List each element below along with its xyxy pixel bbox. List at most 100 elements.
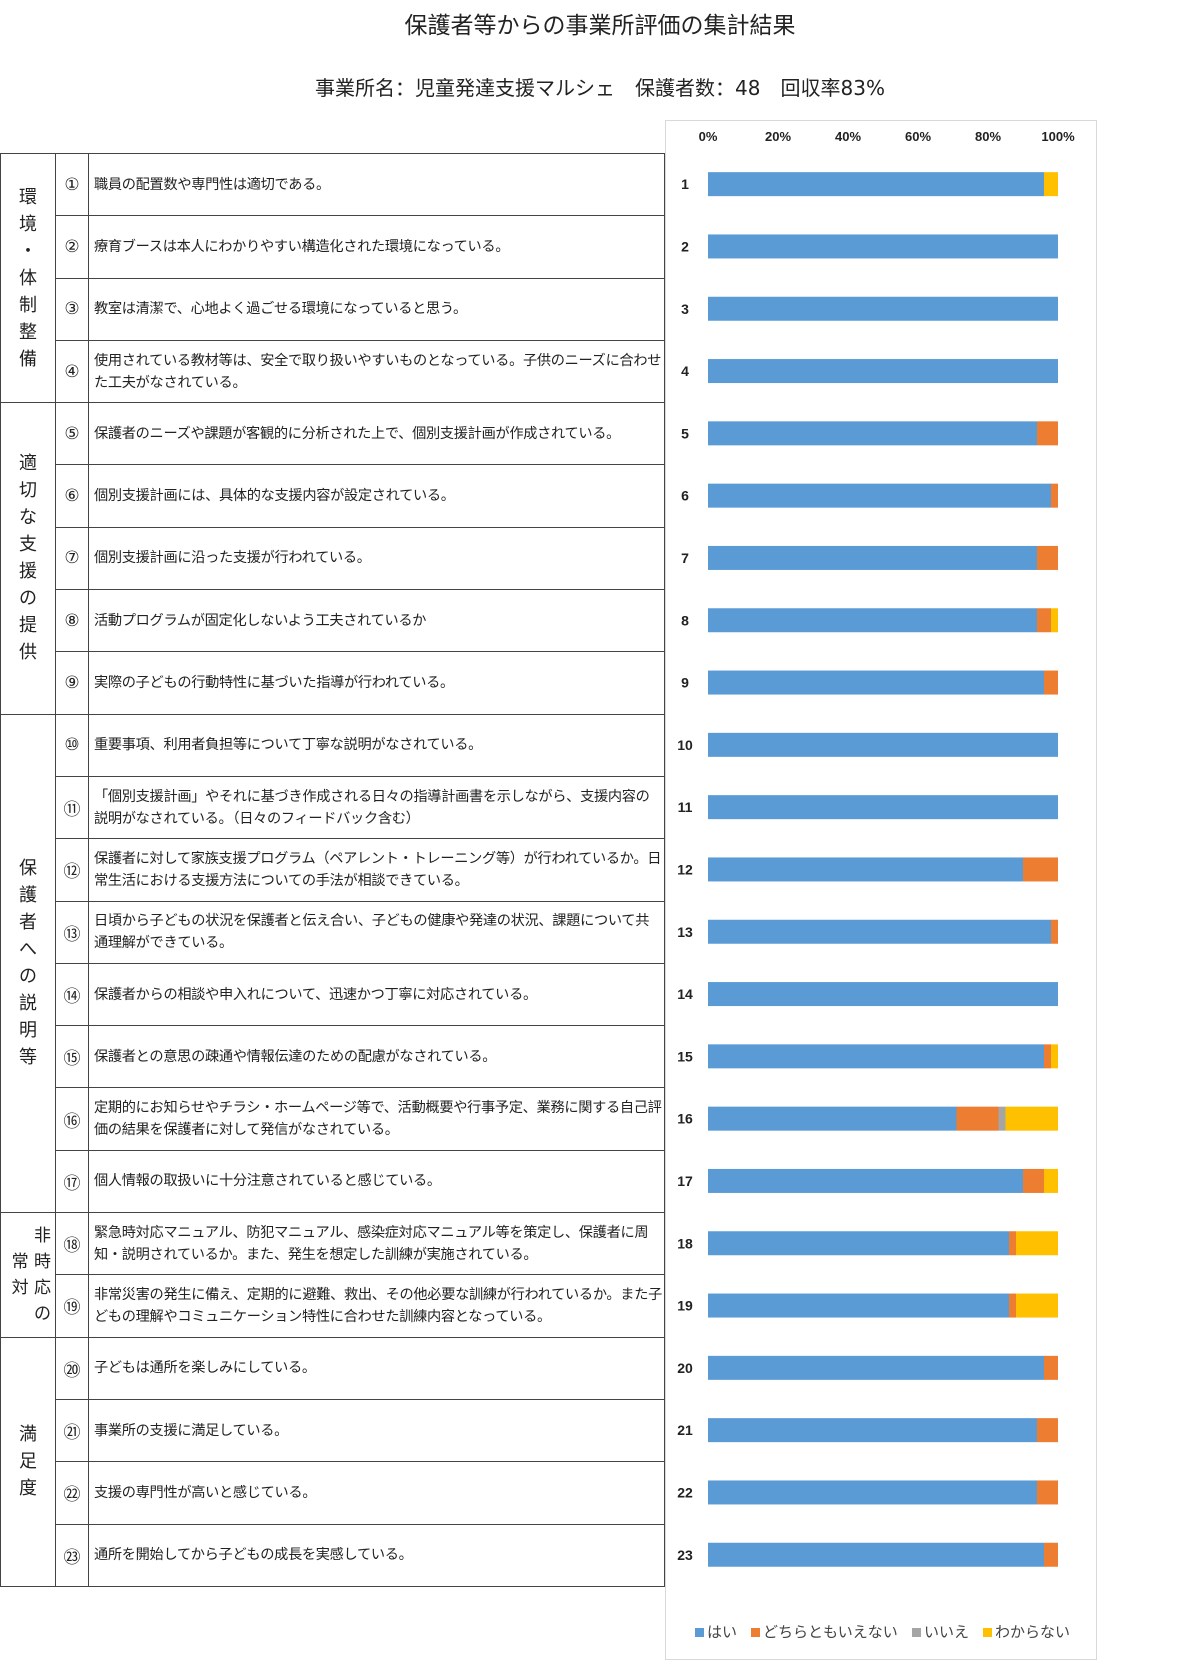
category-label: 3 [681,301,689,317]
page-title: 保護者等からの事業所評価の集計結果 [404,13,796,39]
question-text: 保護者からの相談や申入れについて、迅速かつ丁寧に対応されている。 [88,962,665,1027]
category-label: 6 [681,488,689,504]
question-text: 非常災害の発生に備え、定期的に避難、救出、その他必要な訓練が行われているか。また… [88,1274,665,1338]
bar-segment [1051,608,1058,633]
table-row: ⑬ 日頃から子どもの状況を保護者と伝え合い、子どもの健康や発達の状況、課題について… [1,900,665,964]
category-label: 15 [677,1048,693,1064]
bar-segment [1044,1044,1051,1069]
question-number: ③ [55,277,89,341]
category-label: 21 [677,1422,693,1438]
legend-label: はい [707,1623,737,1641]
bar-segment [1037,1418,1058,1443]
facility-summary: 事業所名：児童発達支援マルシェ 保護者数：48 回収率83% [315,76,885,100]
bar-segment [708,857,1023,882]
category-label: 18 [677,1235,693,1251]
question-number: ⑤ [55,402,89,466]
category-label: 10 [677,737,693,753]
legend-swatch [751,1628,760,1637]
question-text: 定期的にお知らせやチラシ・ホームページ等で、活動概要や行事予定、業務に関する自己… [88,1087,665,1151]
table-row: ⑯ 定期的にお知らせやチラシ・ホームページ等で、活動概要や行事予定、業務に関する自… [1,1087,665,1151]
bar-segment [708,1044,1044,1069]
table-row: ⑦ 個別支援計画に沿った支援が行われている。 [1,526,665,591]
bar-segment [1051,483,1058,508]
bar-segment [1044,1168,1058,1193]
legend-swatch [695,1628,704,1637]
table-row: 非 常 時 対 応 の ⑱ 緊急時対応マニュアル、防犯マニュアル、感染症対応マニュア… [0,1212,665,1338]
question-number: ⑫ [55,838,89,902]
legend-swatch [912,1628,921,1637]
bar-segment [708,670,1044,695]
table-row: ⑲ 非常災害の発生に備え、定期的に避難、救出、その他必要な訓練が行われているか。ま… [1,1274,665,1338]
bar-segment [708,1355,1044,1380]
bar-segment [708,172,1044,197]
question-text: 日頃から子どもの状況を保護者と伝え合い、子どもの健康や発達の状況、課題について共… [88,900,665,964]
bar-segment [708,1293,1009,1318]
legend-label: わからない [995,1623,1070,1641]
question-number: ⑮ [55,1025,89,1089]
category-label: 9 [681,675,689,691]
category-cell: 非 常 時 対 応 の [0,1212,56,1338]
category-label: 12 [677,861,693,877]
question-number: ㉑ [55,1398,89,1463]
bar-segment [1023,857,1058,882]
category-label: 17 [677,1173,693,1189]
bar-segment [708,359,1058,384]
category-label: 4 [681,363,689,379]
category-label: 2 [681,238,689,254]
bar-segment [1037,1480,1058,1505]
question-text: 緊急時対応マニュアル、防犯マニュアル、感染症対応マニュアル等を策定し、保護者に周… [88,1212,665,1276]
x-tick-label: 80% [975,129,1001,144]
bar-segment [708,732,1058,757]
category-label: 23 [677,1547,693,1563]
question-table: 環 境 ・ 体 制 整 備 ① 職員の配置数や専門性は適切である。 ② 療育ブースは本人… [0,152,665,1587]
question-number: ① [55,152,89,217]
table-row: ⑧ 活動プログラムが固定化しないよう工夫されているか [1,589,665,653]
question-text: 事業所の支援に満足している。 [88,1398,665,1463]
bar-segment [708,545,1037,570]
question-number: ⑲ [55,1274,89,1338]
question-number: ⑱ [55,1212,89,1276]
question-text: 職員の配置数や専門性は適切である。 [88,152,665,217]
legend-label: どちらともいえない [763,1623,898,1641]
bar-segment [1009,1293,1016,1318]
question-number: ㉓ [55,1523,89,1587]
bar-segment [1051,919,1058,944]
table-row: 満 足 度 ⑳ 子どもは通所を楽しみにしている。 [0,1336,665,1587]
question-text: 教室は清潔で、心地よく過ごせる環境になっていると思う。 [88,277,665,341]
question-text: 活動プログラムが固定化しないよう工夫されているか [88,589,665,653]
category-cell: 適 切 な 支 援 の 提 供 [0,402,56,715]
bar-segment [708,1106,957,1131]
category-label: 7 [681,550,689,566]
question-number: ⑨ [55,651,89,715]
category-cell: 保 護 者 へ の 説 明 等 [0,713,56,1214]
bar-segment [708,1231,1009,1256]
category-label: 11 [678,799,693,815]
bar-segment [1037,421,1058,446]
question-number: ⑧ [55,589,89,653]
question-text: 個別支援計画には、具体的な支援内容が設定されている。 [88,464,665,528]
legend-label: いいえ [924,1623,969,1641]
bar-segment [956,1106,999,1131]
question-number: ⑰ [55,1149,89,1214]
bar-segment [1044,1355,1058,1380]
category-label: 1 [681,176,689,192]
question-number: ⑦ [55,526,89,591]
question-text: 保護者に対して家族支援プログラム（ペアレント・トレーニング等）が行われているか。… [88,838,665,902]
category-label: 22 [677,1484,693,1500]
table-row: 保 護 者 へ の 説 明 等 ⑩ 重要事項、利用者負担等について丁寧な説明がなされ… [0,713,665,1214]
x-tick-label: 40% [835,129,861,144]
bar-segment [708,1168,1023,1193]
question-text: 保護者のニーズや課題が客観的に分析された上で、個別支援計画が作成されている。 [88,402,665,466]
question-number: ⑬ [55,900,89,964]
bar-segment [708,1480,1037,1505]
stacked-bar-chart: 0% 20% 40% 60% 80% 100%1234567891011121314151… [677,129,1075,1641]
category-label: 5 [681,425,689,441]
bar-segment [708,608,1037,633]
category-label: 満 足 度 [19,1424,37,1500]
bar-segment [708,421,1037,446]
question-number: ② [55,215,89,279]
category-label: 20 [677,1360,693,1376]
category-label: 非 常 時 対 応 の [11,1225,51,1324]
